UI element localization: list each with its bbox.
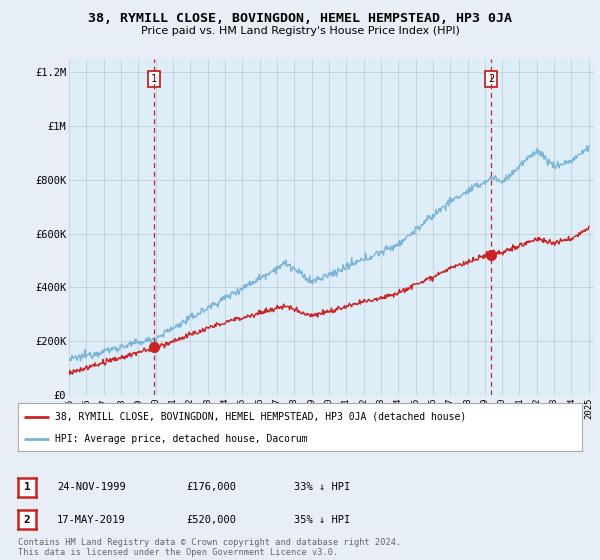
Text: 2: 2	[488, 74, 494, 84]
Text: HPI: Average price, detached house, Dacorum: HPI: Average price, detached house, Daco…	[55, 434, 307, 444]
Text: 17-MAY-2019: 17-MAY-2019	[57, 515, 126, 525]
Text: 33% ↓ HPI: 33% ↓ HPI	[294, 482, 350, 492]
Text: This data is licensed under the Open Government Licence v3.0.: This data is licensed under the Open Gov…	[18, 548, 338, 557]
Text: Price paid vs. HM Land Registry's House Price Index (HPI): Price paid vs. HM Land Registry's House …	[140, 26, 460, 36]
Text: 1: 1	[151, 74, 157, 84]
Text: 2: 2	[23, 515, 31, 525]
Text: Contains HM Land Registry data © Crown copyright and database right 2024.: Contains HM Land Registry data © Crown c…	[18, 538, 401, 547]
Text: 24-NOV-1999: 24-NOV-1999	[57, 482, 126, 492]
Text: £520,000: £520,000	[186, 515, 236, 525]
Text: 38, RYMILL CLOSE, BOVINGDON, HEMEL HEMPSTEAD, HP3 0JA: 38, RYMILL CLOSE, BOVINGDON, HEMEL HEMPS…	[88, 12, 512, 25]
Text: 1: 1	[23, 482, 31, 492]
Text: 38, RYMILL CLOSE, BOVINGDON, HEMEL HEMPSTEAD, HP3 0JA (detached house): 38, RYMILL CLOSE, BOVINGDON, HEMEL HEMPS…	[55, 412, 466, 422]
Text: £176,000: £176,000	[186, 482, 236, 492]
Text: 35% ↓ HPI: 35% ↓ HPI	[294, 515, 350, 525]
